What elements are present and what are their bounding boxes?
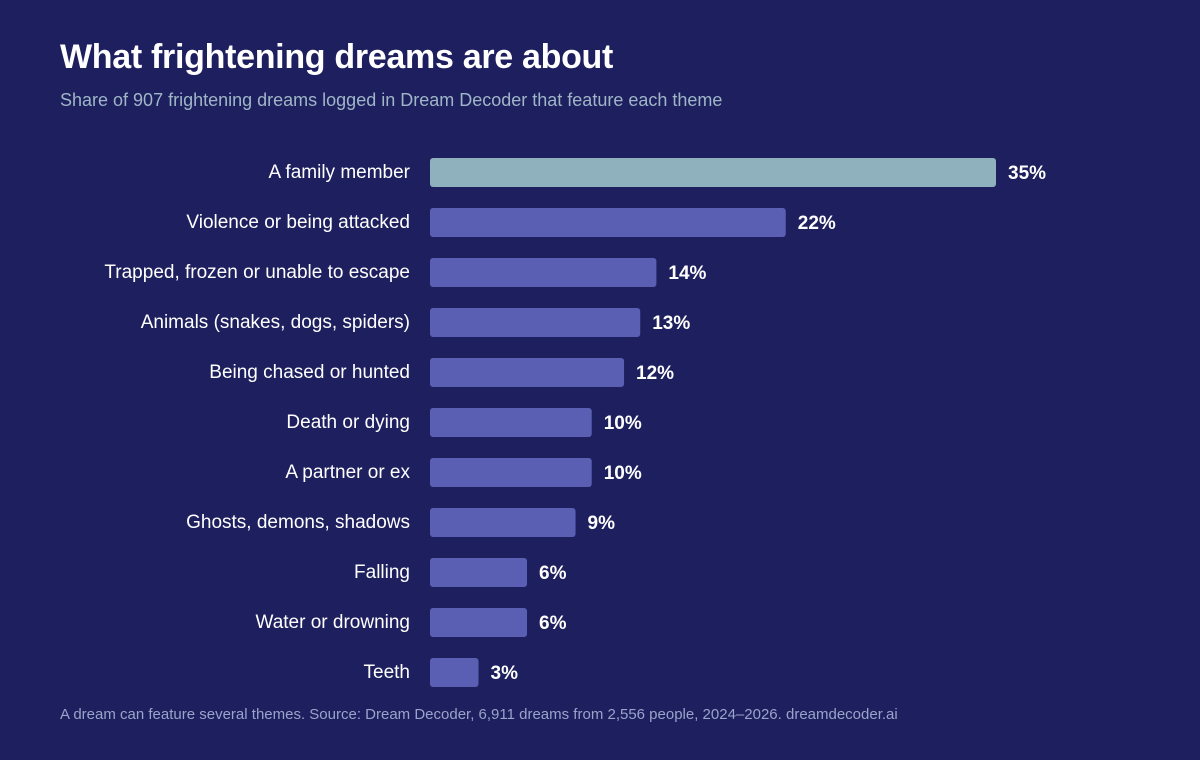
chart-subtitle: Share of 907 frightening dreams logged i… — [60, 90, 723, 110]
category-label: Trapped, frozen or unable to escape — [104, 262, 410, 283]
bar — [430, 608, 528, 637]
category-label: A partner or ex — [285, 462, 410, 483]
category-label: Being chased or hunted — [209, 362, 410, 383]
category-label: A family member — [269, 162, 411, 183]
bar-row: Trapped, frozen or unable to escape 14% — [104, 258, 707, 287]
bar-row: Death or dying 10% — [286, 408, 642, 437]
bar-row: Water or drowning 6% — [255, 608, 567, 637]
value-label: 6% — [539, 563, 567, 584]
bar-row: A partner or ex 10% — [285, 458, 642, 487]
category-label: Animals (snakes, dogs, spiders) — [141, 312, 410, 333]
category-label: Ghosts, demons, shadows — [186, 512, 410, 533]
bar-row: A family member 35% — [269, 158, 1046, 187]
value-label: 9% — [588, 513, 616, 534]
bar — [430, 508, 576, 537]
bar — [430, 308, 641, 337]
bar — [430, 408, 592, 437]
value-label: 10% — [604, 463, 642, 484]
bar-row: Violence or being attacked 22% — [186, 208, 836, 237]
value-label: 12% — [636, 363, 674, 384]
category-label: Violence or being attacked — [186, 212, 410, 233]
category-label: Death or dying — [286, 412, 410, 433]
chart-title: What frightening dreams are about — [60, 38, 614, 76]
bar — [430, 458, 592, 487]
bar-row: Ghosts, demons, shadows 9% — [186, 508, 615, 537]
source-footnote: A dream can feature several themes. Sour… — [60, 706, 898, 723]
bar-row: Animals (snakes, dogs, spiders) 13% — [141, 308, 690, 337]
bar-row: Being chased or hunted 12% — [209, 358, 674, 387]
category-label: Teeth — [364, 662, 410, 683]
value-label: 35% — [1008, 163, 1046, 184]
value-label: 10% — [604, 413, 642, 434]
category-label: Water or drowning — [255, 612, 410, 633]
value-label: 14% — [668, 263, 706, 284]
bar — [430, 158, 996, 187]
bar-row: Falling 6% — [354, 558, 567, 587]
value-label: 6% — [539, 613, 567, 634]
bar — [430, 658, 479, 687]
bar — [430, 358, 625, 387]
bar-row: Teeth 3% — [364, 658, 519, 687]
bar — [430, 208, 786, 237]
value-label: 13% — [652, 313, 690, 334]
bar — [430, 258, 657, 287]
category-label: Falling — [354, 562, 410, 583]
value-label: 3% — [491, 663, 519, 684]
bar — [430, 558, 528, 587]
value-label: 22% — [798, 213, 836, 234]
